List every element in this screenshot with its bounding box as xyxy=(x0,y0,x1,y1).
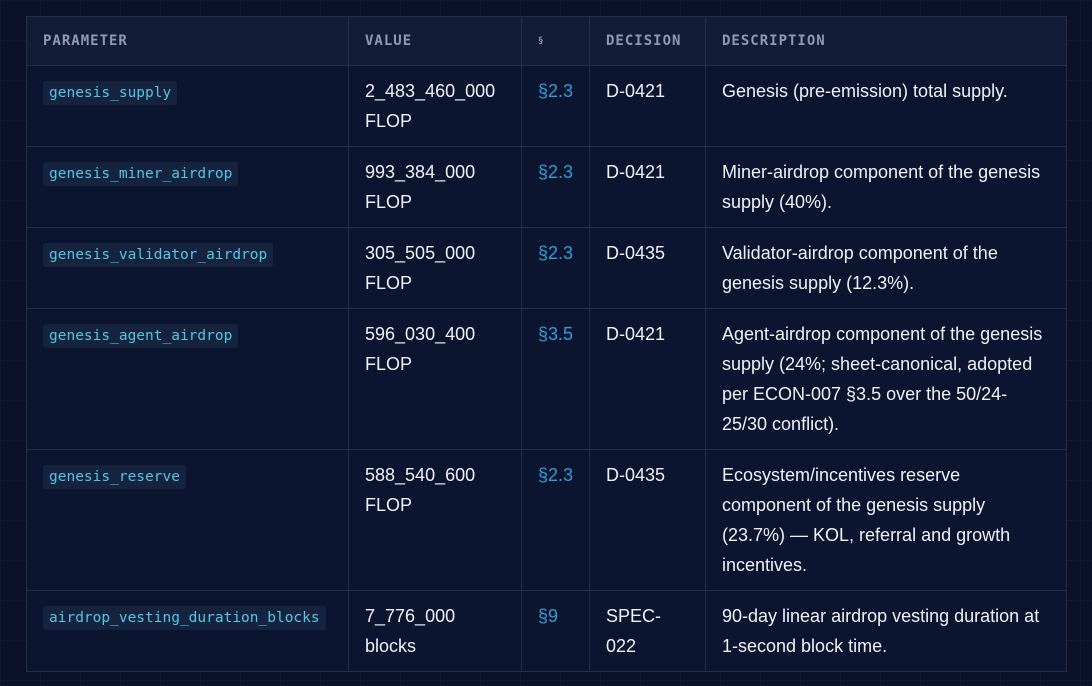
table-row: genesis_validator_airdrop 305_505_000 FL… xyxy=(26,227,1067,309)
table-row: genesis_supply 2_483_460_000 FLOP §2.3 D… xyxy=(26,65,1067,147)
parameter-cell: genesis_reserve xyxy=(26,449,349,591)
table-row: genesis_miner_airdrop 993_384_000 FLOP §… xyxy=(26,146,1067,228)
parameter-name: airdrop_vesting_duration_blocks xyxy=(43,606,326,630)
decision-cell: D-0421 xyxy=(589,146,706,228)
parameter-cell: genesis_miner_airdrop xyxy=(26,146,349,228)
header-description: DESCRIPTION xyxy=(705,16,1067,66)
parameters-table: PARAMETER VALUE § DECISION DESCRIPTION g… xyxy=(26,16,1067,672)
header-decision: DECISION xyxy=(589,16,706,66)
section-link[interactable]: §3.5 xyxy=(538,324,574,344)
parameter-name: genesis_miner_airdrop xyxy=(43,162,239,186)
value-cell: 596_030_400 FLOP xyxy=(348,308,522,450)
decision-cell: D-0435 xyxy=(589,449,706,591)
decision-cell: D-0435 xyxy=(589,227,706,309)
section-link[interactable]: §9 xyxy=(538,606,559,626)
section-cell: §2.3 xyxy=(521,146,590,228)
table-row: airdrop_vesting_duration_blocks 7_776_00… xyxy=(26,590,1067,672)
section-cell: §3.5 xyxy=(521,308,590,450)
value-cell: 588_540_600 FLOP xyxy=(348,449,522,591)
section-cell: §2.3 xyxy=(521,65,590,147)
section-link[interactable]: §2.3 xyxy=(538,81,574,101)
table-header-row: PARAMETER VALUE § DECISION DESCRIPTION xyxy=(26,16,1067,66)
section-cell: §9 xyxy=(521,590,590,672)
parameters-table-container: PARAMETER VALUE § DECISION DESCRIPTION g… xyxy=(26,16,1067,672)
value-cell: 993_384_000 FLOP xyxy=(348,146,522,228)
parameter-name: genesis_validator_airdrop xyxy=(43,243,274,267)
parameter-name: genesis_agent_airdrop xyxy=(43,324,239,348)
description-cell: Validator-airdrop component of the genes… xyxy=(705,227,1067,309)
header-section: § xyxy=(521,16,590,66)
parameter-cell: airdrop_vesting_duration_blocks xyxy=(26,590,349,672)
header-parameter: PARAMETER xyxy=(26,16,349,66)
value-cell: 7_776_000 blocks xyxy=(348,590,522,672)
description-cell: Miner-airdrop component of the genesis s… xyxy=(705,146,1067,228)
parameter-cell: genesis_supply xyxy=(26,65,349,147)
section-link[interactable]: §2.3 xyxy=(538,162,574,182)
decision-cell: SPEC-022 xyxy=(589,590,706,672)
decision-cell: D-0421 xyxy=(589,65,706,147)
description-cell: Ecosystem/incentives reserve component o… xyxy=(705,449,1067,591)
table-row: genesis_agent_airdrop 596_030_400 FLOP §… xyxy=(26,308,1067,450)
description-cell: Genesis (pre-emission) total supply. xyxy=(705,65,1067,147)
section-cell: §2.3 xyxy=(521,227,590,309)
value-cell: 2_483_460_000 FLOP xyxy=(348,65,522,147)
section-cell: §2.3 xyxy=(521,449,590,591)
parameter-name: genesis_supply xyxy=(43,81,178,105)
section-link[interactable]: §2.3 xyxy=(538,243,574,263)
section-link[interactable]: §2.3 xyxy=(538,465,574,485)
header-value: VALUE xyxy=(348,16,522,66)
parameter-cell: genesis_agent_airdrop xyxy=(26,308,349,450)
parameter-name: genesis_reserve xyxy=(43,465,186,489)
description-cell: Agent-airdrop component of the genesis s… xyxy=(705,308,1067,450)
description-cell: 90-day linear airdrop vesting duration a… xyxy=(705,590,1067,672)
decision-cell: D-0421 xyxy=(589,308,706,450)
parameter-cell: genesis_validator_airdrop xyxy=(26,227,349,309)
value-cell: 305_505_000 FLOP xyxy=(348,227,522,309)
table-row: genesis_reserve 588_540_600 FLOP §2.3 D-… xyxy=(26,449,1067,591)
